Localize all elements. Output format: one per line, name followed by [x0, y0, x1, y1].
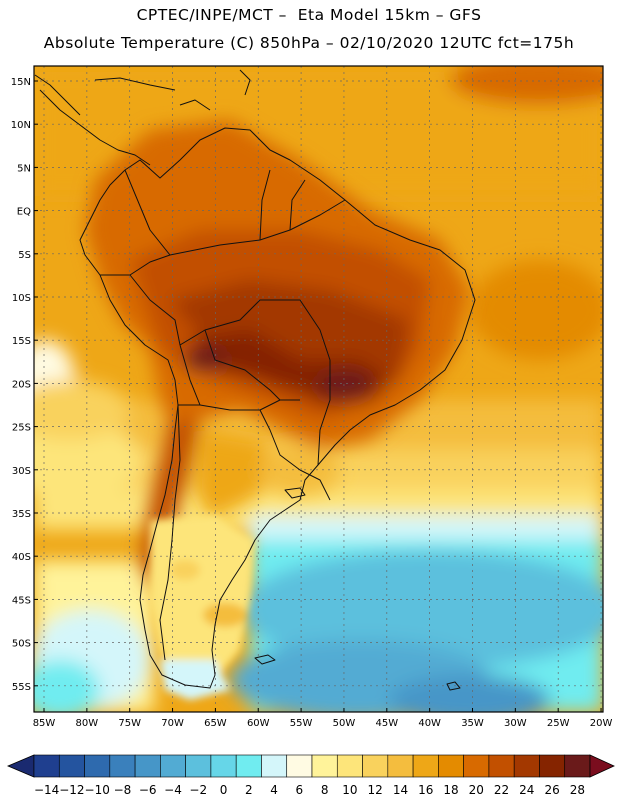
chart-subtitle: Absolute Temperature (C) 850hPa – 02/10/… [43, 34, 575, 52]
colorbar-label: 4 [270, 783, 278, 797]
lon-label: 25W [547, 718, 570, 729]
colorbar-label: 10 [342, 783, 357, 797]
colorbar-label: −10 [85, 783, 110, 797]
colorbar-swatch [311, 754, 338, 778]
lon-label: 45W [375, 718, 398, 729]
colorbar-label: 18 [443, 783, 458, 797]
colorbar-swatch [134, 754, 161, 778]
colorbar-swatch [160, 754, 186, 778]
colorbar-label: 22 [494, 783, 509, 797]
colorbar-swatch [58, 754, 85, 778]
colorbar-label: 26 [544, 783, 559, 797]
colorbar-label: −14 [34, 783, 59, 797]
lon-label: 75W [118, 718, 141, 729]
lon-label: 60W [247, 718, 270, 729]
latitude-labels: 15N 10N 5N EQ 5S 10S 15S 20S 25S 30S 35S 40S 45S 50S 5… [11, 77, 38, 693]
lon-label: 85W [33, 718, 56, 729]
colorbar-label: −4 [164, 783, 182, 797]
colorbar-label: −6 [139, 783, 157, 797]
colorbar-swatch [539, 754, 566, 778]
colorbar-label: 8 [321, 783, 329, 797]
lat-label: EQ [17, 207, 31, 218]
lat-label: 40S [12, 552, 31, 563]
colorbar-label: −12 [59, 783, 84, 797]
colorbar-label: 12 [368, 783, 383, 797]
lon-label: 30W [504, 718, 527, 729]
lat-label: 5S [18, 250, 31, 261]
lon-label: 40W [418, 718, 441, 729]
lat-label: 25S [12, 423, 31, 434]
lat-label: 10N [11, 120, 31, 131]
colorbar-label: 24 [519, 783, 534, 797]
colorbar-label: −2 [189, 783, 207, 797]
colorbar-label: 28 [570, 783, 585, 797]
lon-label: 80W [76, 718, 99, 729]
lat-label: 30S [12, 466, 31, 477]
colorbar-swatch [185, 754, 212, 778]
colorbar-swatch [513, 754, 540, 778]
lat-label: 15N [11, 77, 31, 88]
colorbar-label: 0 [220, 783, 228, 797]
country-boundaries [34, 69, 476, 691]
colorbar-label: 6 [296, 783, 304, 797]
colorbar-swatch [463, 754, 490, 778]
colorbar-swatch [210, 754, 237, 778]
colorbar-swatch [286, 754, 313, 778]
lon-label: 35W [461, 718, 484, 729]
lat-label: 45S [12, 595, 31, 606]
graticule [34, 66, 603, 712]
colorbar-swatch [387, 754, 414, 778]
longitude-labels: 85W 80W 75W 70W 65W 60W 55W 50W 45W 40W 35W 30W 25W 2… [33, 708, 613, 729]
lat-label: 15S [12, 336, 31, 347]
lon-label: 50W [333, 718, 356, 729]
colorbar-swatch [362, 754, 389, 778]
colorbar-swatch [109, 754, 136, 778]
lon-label: 55W [290, 718, 313, 729]
colorbar-swatch [438, 754, 464, 778]
lon-label: 20W [590, 718, 613, 729]
colorbar-swatch [488, 754, 515, 778]
colorbar-high-arrow [589, 754, 615, 778]
temperature-field [34, 66, 603, 712]
colorbar-swatch [84, 754, 111, 778]
colorbar-swatch [564, 754, 591, 778]
colorbar-swatch [33, 754, 60, 778]
lat-label: 35S [12, 509, 31, 520]
colorbar-low-arrow [6, 754, 35, 778]
colorbar-label: 2 [245, 783, 253, 797]
map-frame [33, 65, 604, 713]
colorbar-swatch [336, 754, 363, 778]
lat-label: 55S [12, 682, 31, 693]
colorbar-swatch [412, 754, 439, 778]
lat-label: 5N [17, 163, 31, 174]
lat-label: 50S [12, 639, 31, 650]
colorbar-label: 14 [393, 783, 408, 797]
colorbar-swatch [235, 754, 262, 778]
lon-label: 70W [161, 718, 184, 729]
lat-label: 20S [12, 379, 31, 390]
lon-label: 65W [204, 718, 227, 729]
colorbar-label: 16 [418, 783, 433, 797]
chart-title: CPTEC/INPE/MCT – Eta Model 15km – GFS [136, 6, 482, 24]
colorbar-swatch [261, 754, 288, 778]
lat-label: 10S [12, 293, 31, 304]
colorbar-label: 20 [469, 783, 484, 797]
colorbar-label: −8 [114, 783, 132, 797]
